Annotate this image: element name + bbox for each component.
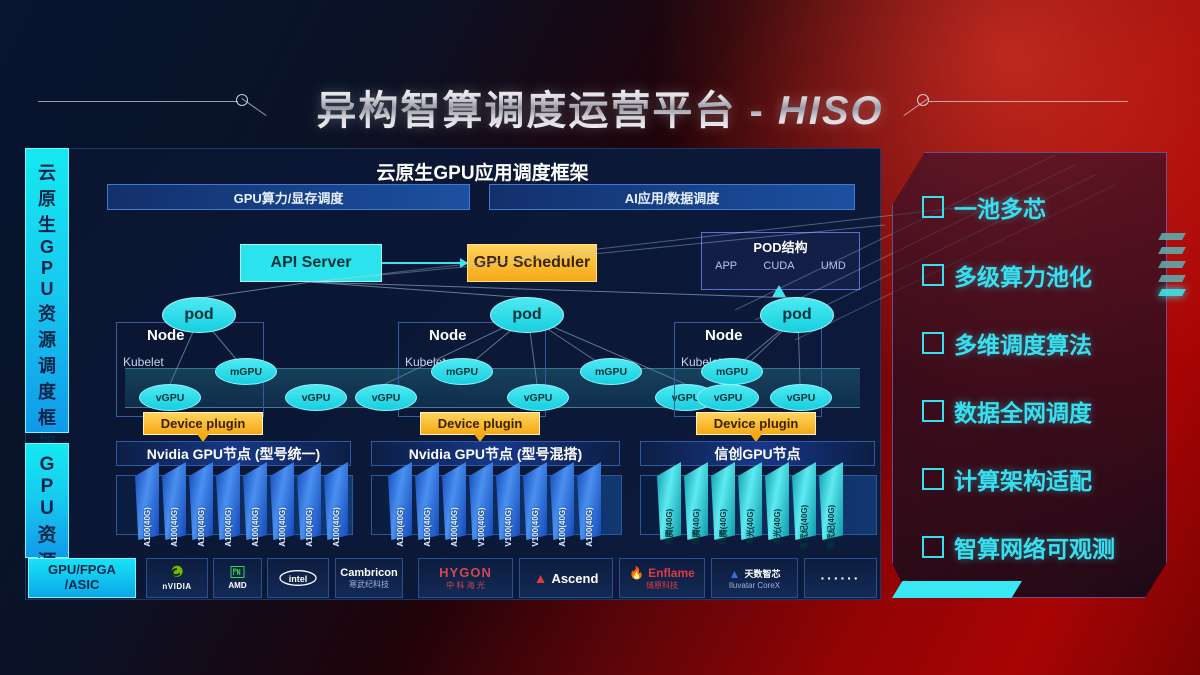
svg-text:intel: intel	[289, 574, 308, 584]
